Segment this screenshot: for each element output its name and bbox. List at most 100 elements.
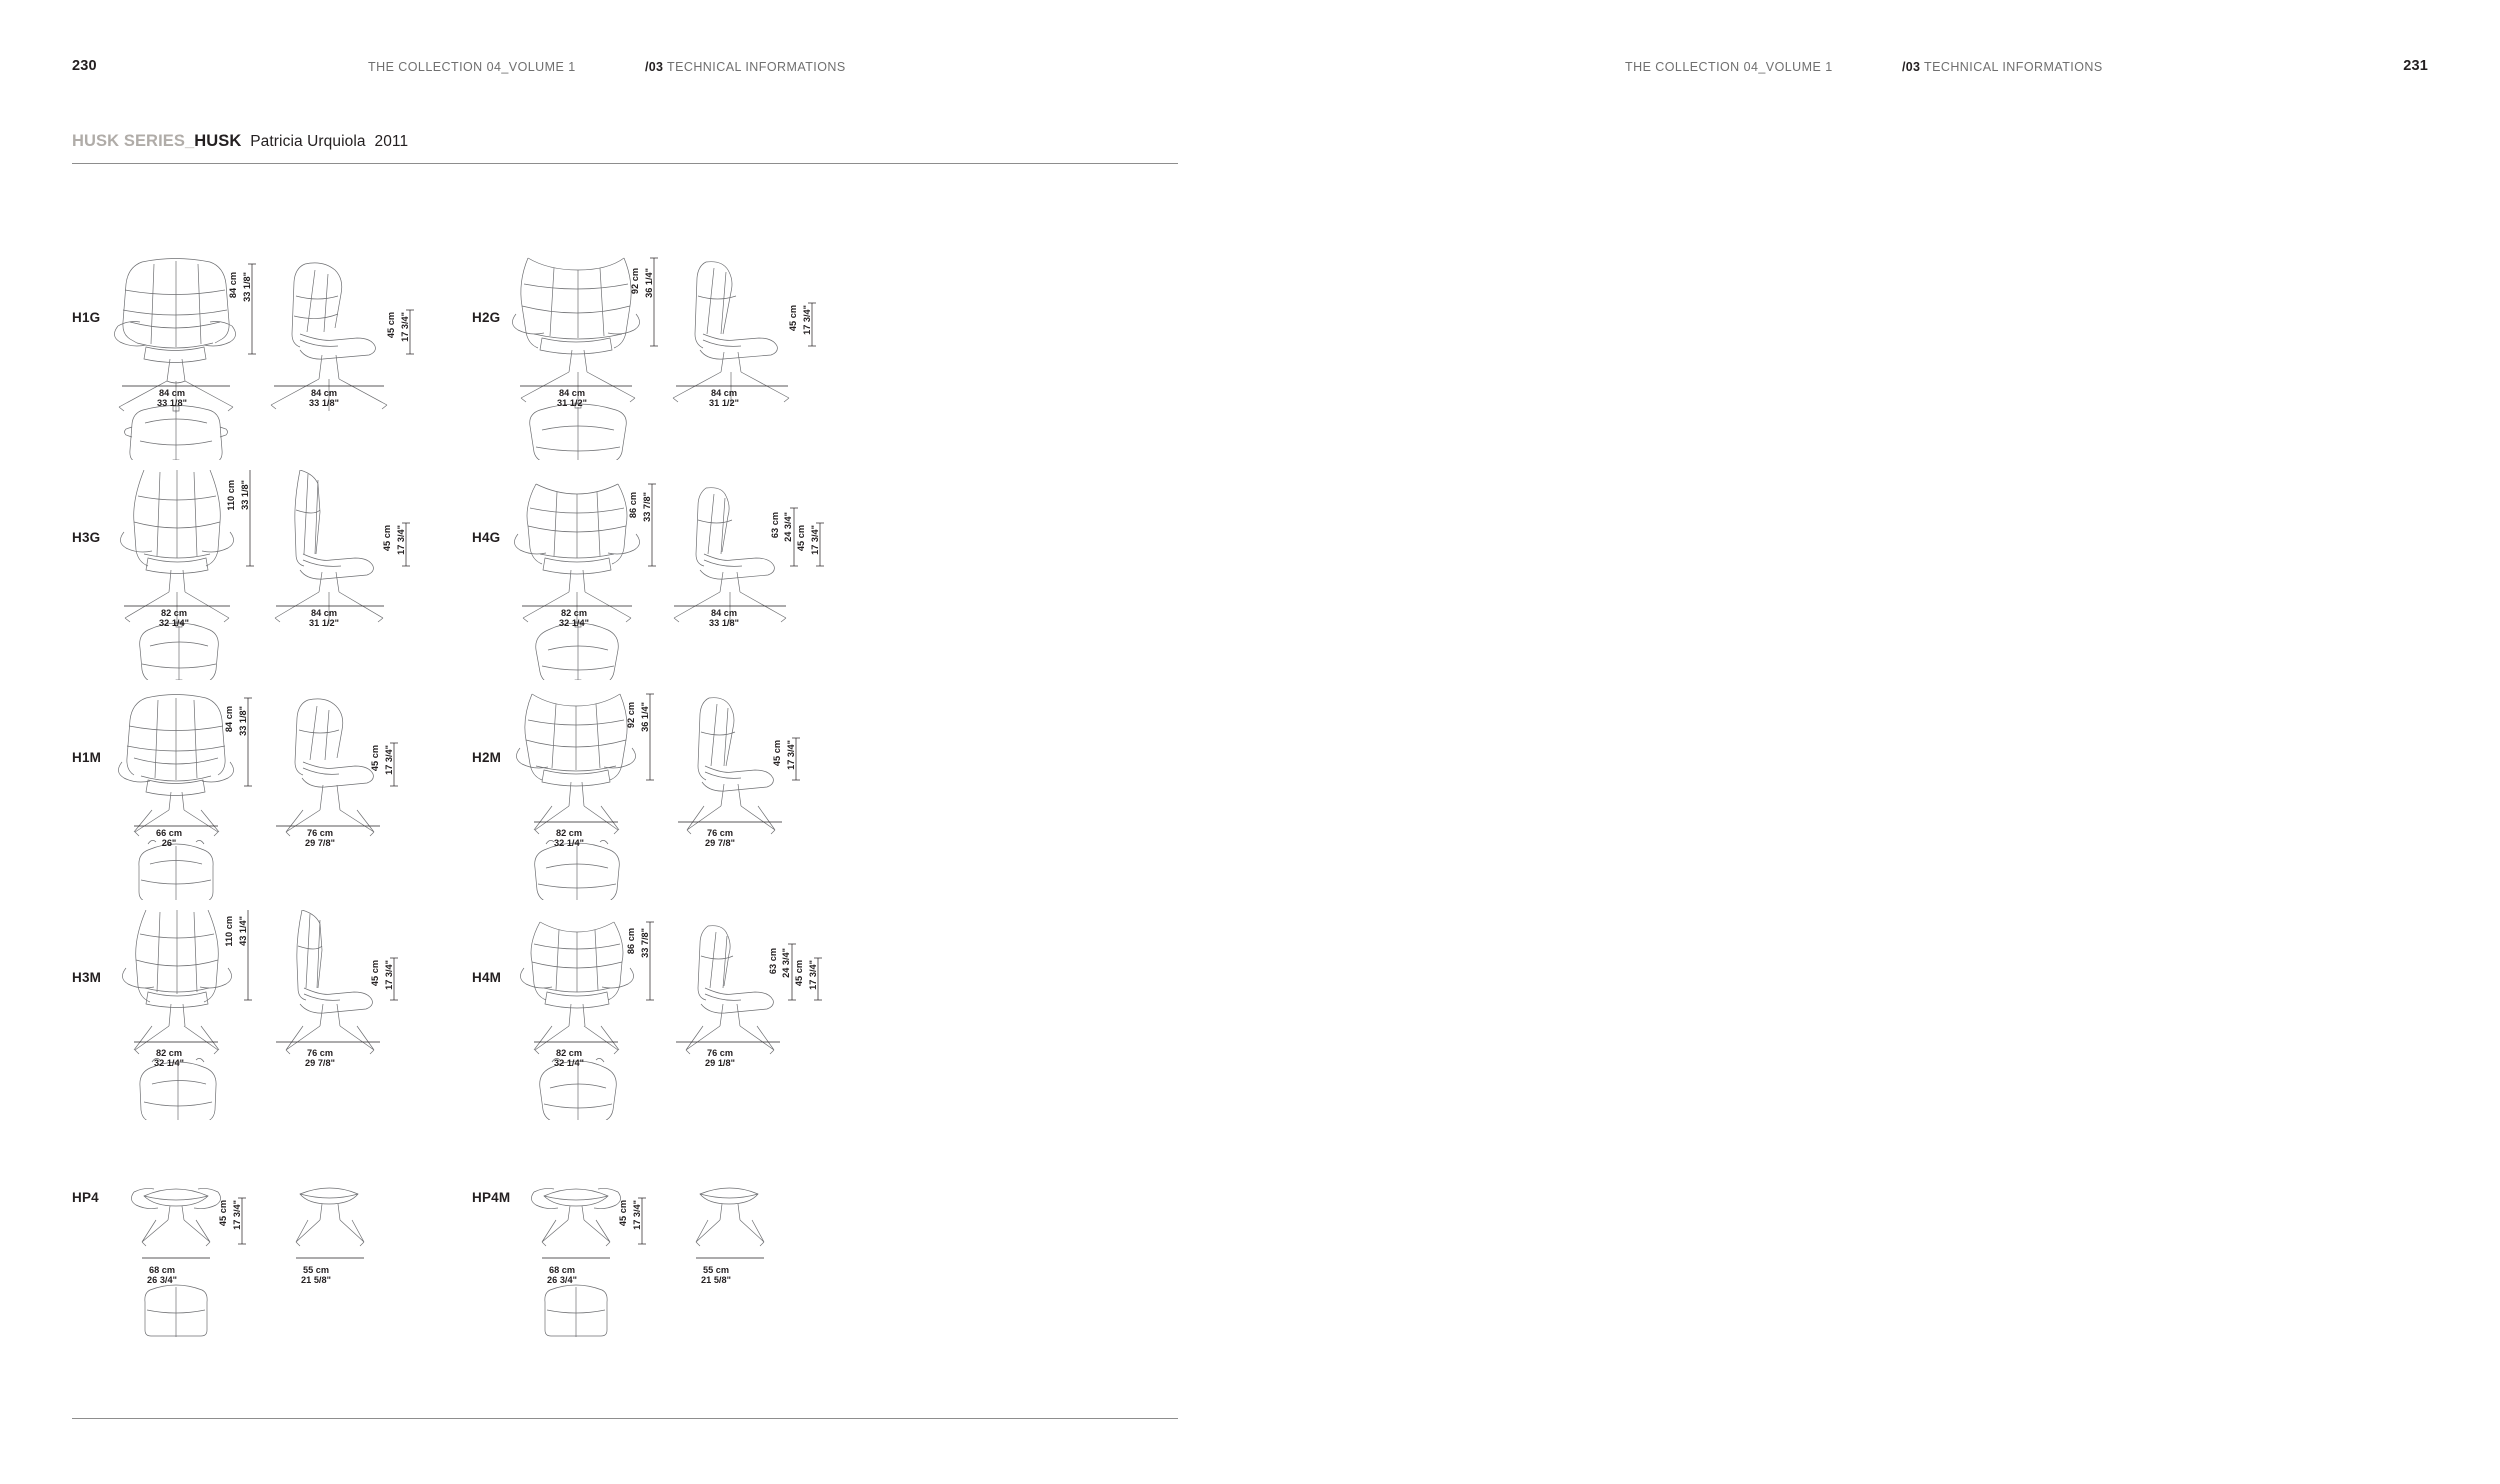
model-block-h4g: H4G [472, 470, 872, 690]
model-code: H3G [72, 530, 101, 545]
series-name-left: HUSK [194, 132, 242, 150]
front-width-dim: 82 cm 32 1/4" [514, 1048, 624, 1068]
left-page: 230 THE COLLECTION 04_VOLUME 1 /03 TECHN… [0, 58, 1250, 1419]
front-width-dim: 68 cm 26 3/4" [114, 1265, 210, 1285]
height-dim-in: 36 1/4" [640, 702, 650, 732]
model-block-h2g: H2G [472, 250, 872, 470]
section-label-right: /03 TECHNICAL INFORMATIONS [1902, 60, 2103, 74]
side-width-dim: 84 cm 33 1/8" [264, 388, 384, 408]
model-drawing [516, 693, 800, 900]
front-width-dim: 82 cm 32 1/4" [114, 608, 234, 628]
side-width-cm: 84 cm [710, 608, 738, 618]
side-width-cm: 76 cm [306, 828, 334, 838]
front-width-in: 32 1/4" [554, 1058, 584, 1068]
side-width-dim: 76 cm 29 7/8" [260, 1048, 380, 1068]
front-width-cm: 84 cm [158, 388, 186, 398]
model-block-h3g: H3G [72, 470, 472, 690]
seat-dim-in: 17 3/4" [810, 525, 820, 555]
arm-dim-in: 24 3/4" [781, 948, 791, 978]
front-width-dim: 68 cm 26 3/4" [514, 1265, 610, 1285]
page-number-right: 231 [2403, 58, 2428, 74]
model-drawing [120, 470, 410, 680]
title-rule-left [72, 163, 1178, 164]
section-number-right: /03 [1902, 60, 1921, 74]
side-width-in: 21 5/8" [301, 1275, 331, 1285]
side-width-cm: 84 cm [710, 388, 738, 398]
height-dim-in: 33 1/8" [240, 480, 250, 510]
side-width-cm: 84 cm [310, 388, 338, 398]
seat-dim-in: 17 3/4" [808, 960, 818, 990]
model-code: HP4 [72, 1190, 99, 1205]
seat-dim-cm: 45 cm [382, 525, 392, 552]
series-title-left: HUSK SERIES_HUSK Patricia Urquiola 2011 [72, 132, 408, 154]
model-block-h3m: H3M [72, 910, 472, 1130]
side-width-dim: 55 cm 21 5/8" [268, 1265, 364, 1285]
side-width-cm: 76 cm [306, 1048, 334, 1058]
height-dim-cm: 110 cm [226, 480, 236, 511]
model-block-h1m: H1M [72, 690, 472, 910]
model-code: H2G [472, 310, 501, 325]
model-drawing [118, 694, 398, 900]
left-running-head: 230 THE COLLECTION 04_VOLUME 1 /03 TECHN… [0, 58, 1250, 78]
side-width-cm: 84 cm [310, 608, 338, 618]
seat-dim-cm: 45 cm [386, 312, 396, 339]
height-dim-in: 33 7/8" [642, 492, 652, 522]
arm-dim-cm: 63 cm [768, 948, 778, 975]
side-width-dim: 76 cm 29 7/8" [260, 828, 380, 848]
height-dim-cm: 84 cm [228, 272, 238, 299]
drawing-row: H3M [72, 910, 1182, 1130]
side-width-dim: 76 cm 29 1/8" [660, 1048, 780, 1068]
front-width-in: 32 1/4" [559, 618, 589, 628]
section-number-left: /03 [645, 60, 664, 74]
front-width-in: 26 3/4" [147, 1275, 177, 1285]
arm-dim-in: 24 3/4" [783, 512, 793, 542]
front-width-dim: 82 cm 32 1/4" [514, 828, 624, 848]
height-dim-in: 33 1/8" [242, 272, 252, 302]
right-page: 231 THE COLLECTION 04_VOLUME 1 /03 TECHN… [1250, 0, 2500, 1484]
drawing-row: H1M [72, 690, 1182, 910]
front-width-in: 31 1/2" [557, 398, 587, 408]
side-width-cm: 55 cm [702, 1265, 730, 1275]
side-width-in: 31 1/2" [309, 618, 339, 628]
front-width-dim: 66 cm 26" [114, 828, 224, 848]
side-width-in: 29 1/8" [705, 1058, 735, 1068]
model-code: H4G [472, 530, 501, 545]
section-name-left: TECHNICAL INFORMATIONS [666, 60, 846, 74]
section-label-left: /03 TECHNICAL INFORMATIONS [645, 60, 846, 74]
seat-dim-in: 17 3/4" [786, 740, 796, 770]
year-left: 2011 [374, 133, 409, 150]
seat-dim-cm: 45 cm [370, 745, 380, 772]
front-width-dim: 84 cm 31 1/2" [512, 388, 632, 408]
model-block-h1g: H1G [72, 250, 472, 470]
height-dim-cm: 86 cm [626, 928, 636, 955]
model-drawing [531, 1187, 765, 1337]
model-block-hp4: HP4 [72, 1130, 472, 1350]
side-width-in: 29 7/8" [305, 838, 335, 848]
model-block-h4m: H4M [472, 910, 872, 1130]
height-dim-cm: 86 cm [628, 492, 638, 519]
model-code: H1G [72, 310, 101, 325]
height-dim-cm: 92 cm [630, 268, 640, 295]
model-drawing [114, 258, 414, 460]
drawing-row: HP4 [72, 1130, 1182, 1350]
seat-dim-cm: 45 cm [772, 740, 782, 767]
model-block-hp4m: HP4M [472, 1130, 872, 1350]
seat-dim-cm: 45 cm [618, 1200, 628, 1227]
height-dim-cm: 92 cm [626, 702, 636, 729]
height-dim-in: 33 7/8" [640, 928, 650, 958]
model-code: H4M [472, 970, 502, 985]
front-width-in: 26 3/4" [547, 1275, 577, 1285]
drawings-grid: H1G [72, 250, 1182, 1350]
height-dim-cm: 84 cm [224, 706, 234, 733]
series-prefix-left: HUSK SERIES_ [72, 132, 195, 150]
side-width-in: 33 1/8" [709, 618, 739, 628]
side-width-in: 29 7/8" [305, 1058, 335, 1068]
section-name-right: TECHNICAL INFORMATIONS [1923, 60, 2103, 74]
front-width-cm: 84 cm [558, 388, 586, 398]
collection-label-left: THE COLLECTION 04_VOLUME 1 [368, 60, 576, 74]
seat-dim-in: 17 3/4" [384, 745, 394, 775]
front-width-cm: 66 cm [155, 828, 183, 838]
front-width-cm: 82 cm [160, 608, 188, 618]
model-code: H2M [472, 750, 502, 765]
model-code: H3M [72, 970, 102, 985]
